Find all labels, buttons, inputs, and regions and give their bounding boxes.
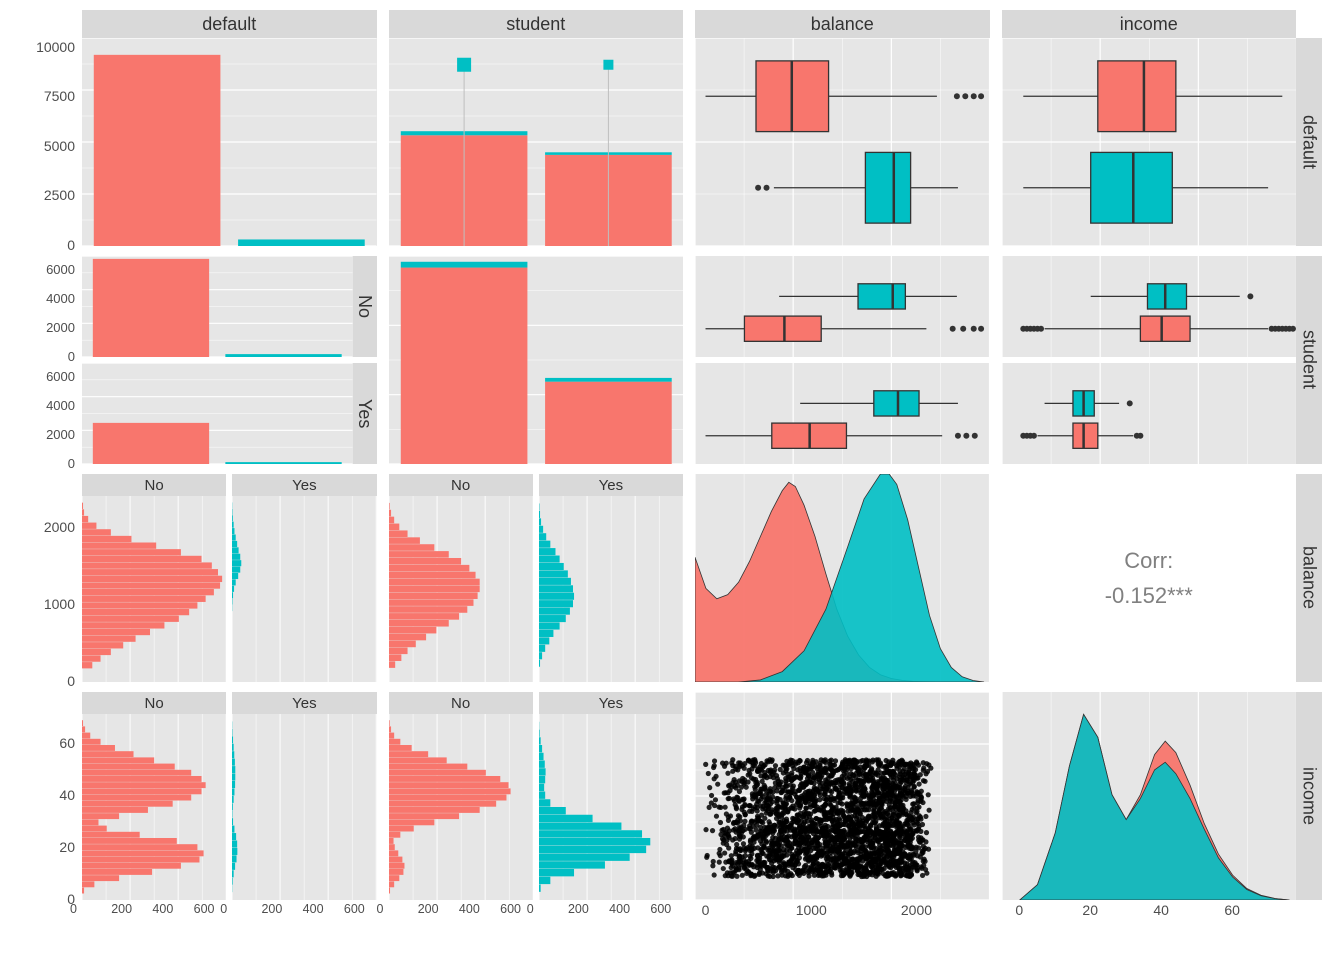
x-tick: 0	[527, 902, 534, 916]
y-tick: 60	[59, 735, 75, 751]
panel-default-income-No	[82, 714, 226, 900]
x-tick: 0	[70, 902, 77, 916]
row-strip-default: default	[1296, 38, 1322, 246]
col-strip-student: student	[389, 10, 684, 38]
y-tick: 0	[68, 456, 75, 471]
col-strip-income: income	[1002, 10, 1297, 38]
x-tick: 400	[152, 902, 173, 916]
x-tick: 200	[111, 902, 132, 916]
y-axis-row1: 00200020004000400060006000	[22, 256, 78, 464]
x-axis-col1: 02004006000200400600	[389, 902, 684, 932]
panel-default-student-No	[82, 256, 353, 357]
y-tick: 5000	[44, 138, 75, 154]
panel-student-income-No	[389, 714, 533, 900]
panel-student-balance-Yes	[539, 496, 683, 682]
facet-strip-Yes: Yes	[353, 363, 377, 464]
facet-strip-panel-student-balance-Yes: Yes	[539, 474, 683, 496]
y-tick: 0	[68, 349, 75, 364]
y-tick: 0	[67, 673, 75, 689]
x-tick: 0	[691, 902, 721, 918]
y-tick: 6000	[46, 369, 75, 384]
panel-balance-balance	[695, 474, 990, 682]
panel-income-income	[1002, 692, 1297, 900]
x-tick: 40	[1146, 902, 1176, 918]
panel-default-default	[82, 38, 377, 246]
panel-income-balance: Corr:-0.152***	[1002, 474, 1297, 682]
y-tick: 40	[59, 787, 75, 803]
panel-income-student-Yes	[1002, 363, 1297, 464]
panel-student-income-Yes	[539, 714, 683, 900]
x-tick: 400	[459, 902, 480, 916]
panel-income-student-No	[1002, 256, 1297, 357]
y-tick: 1000	[44, 596, 75, 612]
col-strip-balance: balance	[695, 10, 990, 38]
y-tick: 2000	[46, 320, 75, 335]
panel-balance-student-No	[695, 256, 990, 357]
y-tick: 0	[67, 237, 75, 253]
corr-label: Corr:	[1124, 543, 1173, 578]
x-tick: 400	[303, 902, 324, 916]
x-tick: 20	[1075, 902, 1105, 918]
x-tick: 600	[344, 902, 365, 916]
y-tick: 2000	[44, 519, 75, 535]
y-axis-row2: 010002000	[22, 474, 78, 682]
row-strip-income: income	[1296, 692, 1322, 900]
y-tick: 7500	[44, 88, 75, 104]
facet-strip-panel-student-balance-No: No	[389, 474, 533, 496]
y-tick: 4000	[46, 398, 75, 413]
panel-default-income-Yes	[232, 714, 376, 900]
y-tick: 4000	[46, 291, 75, 306]
panel-student-default	[389, 38, 684, 246]
y-tick: 10000	[36, 39, 75, 55]
panel-balance-default	[695, 38, 990, 246]
facet-strip-No: No	[353, 256, 377, 357]
facet-strip-panel-student-income-No: No	[389, 692, 533, 714]
x-tick: 600	[650, 902, 671, 916]
x-tick: 2000	[901, 902, 931, 918]
corr-text: Corr:-0.152***	[1002, 474, 1297, 682]
row-strip-student: student	[1296, 256, 1322, 464]
col-strip-default: default	[82, 10, 377, 38]
y-axis-row0: 025005000750010000	[22, 38, 78, 246]
x-tick: 400	[609, 902, 630, 916]
x-tick: 600	[194, 902, 215, 916]
y-axis-row3: 0204060	[22, 692, 78, 900]
y-tick: 2500	[44, 187, 75, 203]
x-tick: 0	[377, 902, 384, 916]
x-tick: 600	[500, 902, 521, 916]
facet-strip-panel-default-balance-No: No	[82, 474, 226, 496]
x-tick: 200	[418, 902, 439, 916]
row-strip-balance: balance	[1296, 474, 1322, 682]
x-tick: 0	[1004, 902, 1034, 918]
facet-strip-panel-default-balance-Yes: Yes	[232, 474, 376, 496]
facet-strip-panel-default-income-No: No	[82, 692, 226, 714]
panel-student-student	[389, 256, 684, 464]
x-tick: 60	[1217, 902, 1247, 918]
facet-strip-panel-student-income-Yes: Yes	[539, 692, 683, 714]
panel-income-default	[1002, 38, 1297, 246]
x-axis-col3: 0 20 40 60	[1002, 902, 1297, 932]
y-tick: 2000	[46, 427, 75, 442]
panel-default-student-Yes	[82, 363, 353, 464]
x-tick: 200	[261, 902, 282, 916]
panel-default-balance-No	[82, 496, 226, 682]
y-tick: 20	[59, 839, 75, 855]
x-tick: 0	[220, 902, 227, 916]
x-axis-col0: 02004006000200400600	[82, 902, 377, 932]
corr-value: -0.152***	[1105, 578, 1193, 613]
panel-balance-income	[695, 692, 990, 900]
x-tick: 1000	[796, 902, 826, 918]
panel-student-balance-No	[389, 496, 533, 682]
x-axis-col2: 010002000	[695, 902, 990, 932]
facet-strip-panel-default-income-Yes: Yes	[232, 692, 376, 714]
panel-default-balance-Yes	[232, 496, 376, 682]
y-tick: 6000	[46, 262, 75, 277]
x-tick: 200	[568, 902, 589, 916]
panel-balance-student-Yes	[695, 363, 990, 464]
